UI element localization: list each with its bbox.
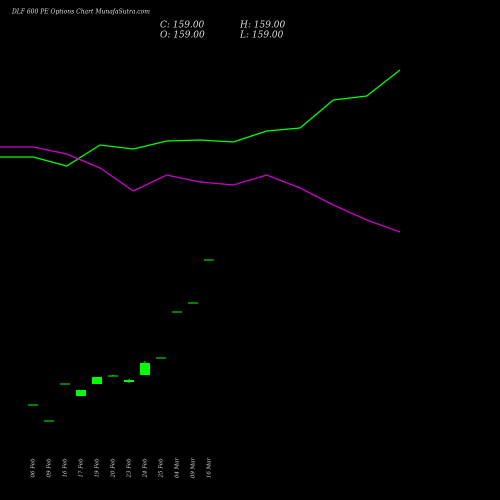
- x-tick-label: 09 Feb: [47, 458, 53, 478]
- candle-body: [108, 375, 118, 377]
- chart-title: DLF 600 PE Options Chart MunafaSutra.com: [11, 9, 150, 16]
- ohlc-label: O: 159.00: [160, 31, 205, 41]
- ohlc-label: C: 159.00: [160, 21, 205, 31]
- x-tick-label: 25 Feb: [159, 458, 165, 479]
- x-tick-label: 17 Feb: [79, 458, 85, 478]
- candle-body: [140, 363, 150, 375]
- x-tick-label: 24 Feb: [143, 458, 149, 479]
- indicator-line: [0, 146, 401, 233]
- ohlc-label: H: 159.00: [239, 21, 286, 31]
- x-tick-label: 04 Mar: [175, 457, 181, 478]
- ohlc-label: L: 159.00: [239, 31, 284, 41]
- candle-body: [28, 404, 38, 406]
- candle-body: [204, 259, 214, 261]
- x-tick-label: 19 Feb: [95, 458, 101, 478]
- candle-body: [92, 377, 102, 384]
- candle-body: [124, 380, 134, 382]
- x-tick-label: 23 Feb: [127, 458, 133, 479]
- candle-body: [76, 390, 86, 396]
- indicator-line: [0, 69, 401, 167]
- candle-body: [60, 383, 70, 385]
- candle-body: [172, 311, 182, 313]
- x-tick-label: 20 Feb: [111, 458, 117, 479]
- candle-body: [188, 302, 198, 304]
- candle-body: [156, 357, 166, 359]
- x-tick-label: 09 Mar: [191, 457, 197, 478]
- x-tick-label: 16 Mar: [207, 457, 213, 478]
- candle-body: [44, 420, 54, 422]
- x-tick-label: 16 Feb: [63, 458, 69, 478]
- x-tick-label: 06 Feb: [31, 458, 37, 478]
